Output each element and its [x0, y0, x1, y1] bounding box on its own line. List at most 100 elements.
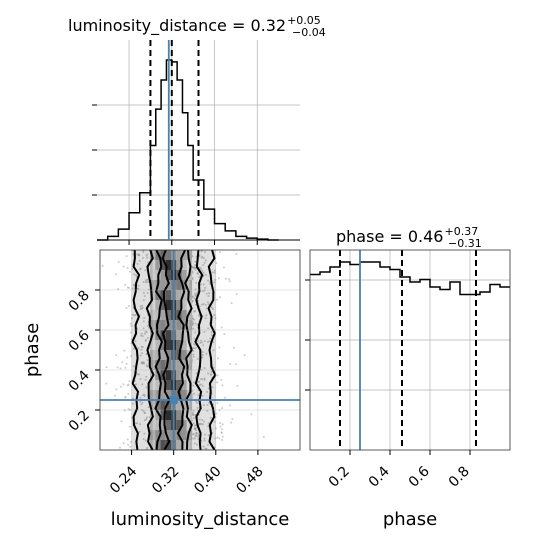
joint-scatter-point — [127, 392, 130, 395]
joint-scatter-point — [193, 417, 196, 420]
joint-density-cell — [160, 390, 166, 400]
joint-scatter-point — [129, 322, 132, 325]
joint-scatter-point — [194, 435, 197, 438]
joint-scatter-point — [203, 420, 206, 423]
joint-scatter-point — [137, 284, 140, 287]
joint-scatter-point — [204, 433, 207, 436]
joint-density-cell — [165, 380, 172, 390]
joint-scatter-point — [209, 416, 212, 419]
joint-scatter-point — [192, 327, 195, 330]
joint-scatter-point — [221, 423, 224, 426]
joint-scatter-point — [126, 267, 129, 270]
joint-scatter-point — [136, 287, 139, 290]
joint-scatter-point — [203, 257, 206, 260]
joint-scatter-point — [139, 334, 142, 337]
joint-scatter-point — [208, 292, 211, 295]
joint-scatter-point — [203, 378, 206, 381]
joint-scatter-point — [128, 380, 131, 383]
joint-density-cell — [181, 310, 187, 320]
joint-scatter-point — [231, 418, 234, 421]
phase-title-sub: −0.31 — [448, 237, 482, 250]
joint-scatter-point — [138, 373, 141, 376]
joint-scatter-point — [202, 302, 205, 305]
joint-density-cell — [181, 270, 187, 280]
joint-density-cell — [181, 290, 187, 300]
phase-hist-xtick-label: 0.4 — [366, 463, 393, 490]
joint-density-cell — [165, 360, 172, 370]
joint-scatter-point — [197, 432, 200, 435]
joint-scatter-point — [201, 423, 204, 426]
joint-density-cell — [186, 370, 193, 380]
joint-scatter-point — [200, 339, 203, 342]
joint-scatter-point — [134, 383, 137, 386]
joint-density-cell — [181, 420, 187, 430]
joint-density-cell — [155, 380, 161, 390]
joint-scatter-point — [207, 387, 210, 390]
joint-scatter-point — [132, 365, 135, 368]
joint-scatter-point — [210, 370, 213, 373]
joint-scatter-point — [205, 314, 208, 317]
joint-scatter-point — [122, 383, 125, 386]
phase-title: phase = 0.46+0.37 — [336, 225, 478, 246]
joint-scatter-point — [126, 356, 129, 359]
joint-scatter-point — [202, 290, 205, 293]
joint-density-cell — [181, 260, 187, 270]
joint-scatter-point — [203, 261, 206, 264]
joint-density-cell — [176, 400, 182, 410]
phase-hist-xtick-label: 0.2 — [326, 464, 353, 491]
joint-xtick-label: 0.48 — [233, 464, 266, 497]
joint-scatter-point — [143, 316, 146, 319]
joint-scatter-point — [146, 359, 149, 362]
joint-scatter-point — [145, 418, 148, 421]
joint-scatter-point — [201, 354, 204, 357]
joint-scatter-point — [220, 431, 223, 434]
phase-hist-frame — [309, 249, 511, 451]
joint-scatter-point — [133, 273, 136, 276]
joint-scatter-point — [131, 397, 134, 400]
joint-scatter-point — [228, 280, 231, 283]
joint-density-cell — [181, 410, 187, 420]
joint-scatter-point — [191, 411, 194, 414]
joint-scatter-point — [128, 425, 131, 428]
joint-scatter-point — [193, 424, 196, 427]
joint-density-cell — [165, 260, 172, 270]
joint-scatter-point — [122, 265, 125, 268]
joint-scatter-point — [223, 396, 226, 399]
joint-density-cell — [176, 250, 182, 260]
joint-scatter-point — [207, 279, 210, 282]
joint-scatter-point — [229, 363, 232, 366]
joint-density-cell — [160, 310, 166, 320]
luminosity-distance-quantile-lines — [149, 40, 200, 240]
joint-scatter-point — [204, 286, 207, 289]
joint-scatter-point — [146, 256, 149, 259]
joint-scatter-point — [142, 291, 145, 294]
joint-scatter-point — [146, 278, 149, 281]
joint-xtick-label: 0.24 — [107, 463, 140, 496]
joint-scatter-point — [128, 270, 131, 273]
luminosity-distance-title-main: luminosity_distance = 0.32 — [68, 16, 286, 36]
joint-scatter-point — [197, 340, 200, 343]
joint-density-cell — [165, 350, 172, 360]
joint-ytick-label: 0.2 — [66, 408, 93, 435]
joint-scatter-point — [193, 309, 196, 312]
joint-scatter-point — [143, 295, 146, 298]
joint-scatter-point — [213, 420, 216, 423]
joint-scatter-point — [211, 307, 214, 310]
joint-scatter-point — [213, 281, 216, 284]
phase-title-sup: +0.37 — [444, 225, 478, 238]
joint-scatter-point — [216, 374, 219, 377]
joint-scatter-point — [192, 437, 195, 440]
joint-scatter-point — [115, 354, 118, 357]
joint-scatter-point — [222, 266, 225, 269]
joint-scatter-point — [192, 414, 195, 417]
joint-scatter-point — [197, 314, 200, 317]
joint-scatter-point — [137, 347, 140, 350]
joint-scatter-point — [144, 279, 147, 282]
joint-density-cell — [160, 280, 166, 290]
joint-scatter-point — [211, 271, 214, 274]
joint-scatter-point — [215, 298, 218, 301]
joint-scatter-point — [200, 423, 203, 426]
joint-scatter-point — [142, 257, 145, 260]
joint-scatter-point — [120, 420, 123, 423]
joint-scatter-point — [142, 438, 145, 441]
